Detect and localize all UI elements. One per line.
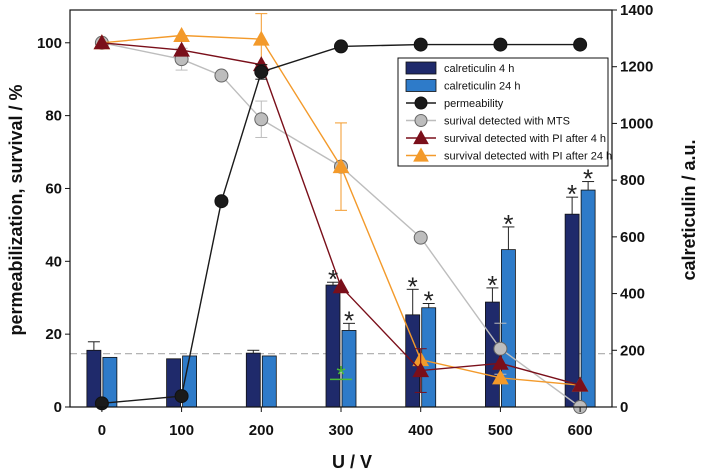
y-right-tick-label: 1200: [620, 59, 653, 76]
x-tick-label: 500: [488, 422, 513, 439]
data-point: [214, 194, 229, 209]
bar-4h: [245, 352, 261, 408]
x-tick-label: 200: [249, 422, 274, 439]
legend: calreticulin 4 h calreticulin 24 h permeab…: [397, 57, 612, 167]
data-point: [93, 34, 111, 50]
y-right-tick-label: 1000: [620, 115, 653, 132]
data-point: [493, 37, 508, 52]
data-point: [334, 39, 348, 54]
series-line: [101, 43, 581, 405]
legend-label: surival detected with MTS: [444, 116, 570, 128]
y-right-tick-label: 400: [620, 286, 645, 303]
y-left-tick-label: 0: [54, 399, 62, 416]
x-tick-label: 0: [98, 422, 106, 439]
y-right-tick-label: 200: [620, 342, 645, 359]
bars-group: [86, 181, 596, 408]
y-right-tick-label: 0: [620, 399, 628, 416]
y-axis-right-label: calreticulin / a.u.: [679, 139, 699, 280]
x-tick-label: 400: [408, 422, 433, 439]
green-asterisk: *: [336, 361, 345, 388]
legend-label: survival detected with PI after 24 h: [444, 151, 612, 163]
significance-asterisk: *: [503, 209, 513, 239]
y-left-tick-label: 20: [45, 326, 62, 343]
data-point: [252, 30, 270, 46]
y-left-tick-label: 60: [45, 180, 62, 197]
significance-asterisk: *: [408, 271, 418, 301]
annotations-group: * * *******: [328, 164, 593, 389]
legend-label: calreticulin 4 h: [444, 63, 514, 75]
data-point: [492, 369, 509, 385]
lines-group: [93, 13, 589, 414]
data-point: [254, 64, 269, 79]
data-point: [332, 278, 350, 294]
legend-label: permeability: [444, 98, 504, 110]
significance-asterisk: *: [344, 305, 354, 335]
legend-swatch: [405, 79, 437, 92]
series-line: [101, 42, 581, 408]
legend-label: survival detected with PI after 4 h: [444, 133, 606, 145]
y-right-tick-label: 600: [620, 229, 645, 246]
legend-label: calreticulin 24 h: [444, 81, 520, 93]
significance-asterisk: *: [487, 270, 497, 300]
data-point: [173, 41, 190, 57]
data-point: [573, 37, 588, 52]
bar-24h: [580, 189, 596, 408]
significance-asterisk: *: [424, 285, 434, 315]
bar-4h: [564, 213, 580, 408]
x-tick-label: 100: [169, 422, 194, 439]
bar-24h: [261, 355, 277, 408]
x-axis-label: U / V: [332, 452, 372, 472]
y-axis-left-label: permeabilization, survival / %: [6, 84, 26, 335]
legend-marker: [413, 129, 429, 145]
data-point: [174, 389, 189, 404]
x-tick-label: 600: [568, 422, 593, 439]
data-point: [492, 354, 509, 370]
data-point: [413, 230, 428, 245]
significance-asterisk: *: [328, 264, 338, 294]
legend-swatch: [405, 61, 437, 75]
y-left-tick-label: 100: [37, 35, 62, 52]
data-point: [173, 26, 190, 42]
legend-marker: [413, 147, 429, 162]
legend-marker: [414, 96, 428, 110]
legend-marker: [414, 114, 428, 127]
axes-group: 0 100 200 300 400 500 600020406080100020040060…: [37, 2, 653, 439]
y-right-tick-label: 800: [620, 172, 645, 189]
x-tick-label: 300: [328, 422, 353, 439]
bar-4h: [325, 284, 341, 408]
y-left-tick-label: 40: [45, 253, 62, 270]
data-point: [332, 158, 350, 174]
data-point: [571, 376, 589, 392]
significance-asterisk: *: [583, 164, 593, 194]
legend-box: [397, 57, 609, 167]
y-right-tick-label: 1400: [620, 2, 653, 19]
data-point: [412, 362, 430, 378]
significance-asterisk: *: [567, 179, 577, 209]
data-point: [254, 112, 269, 127]
y-left-tick-label: 80: [45, 108, 62, 125]
data-point: [493, 341, 508, 356]
data-point: [413, 37, 428, 52]
data-point: [214, 68, 229, 83]
